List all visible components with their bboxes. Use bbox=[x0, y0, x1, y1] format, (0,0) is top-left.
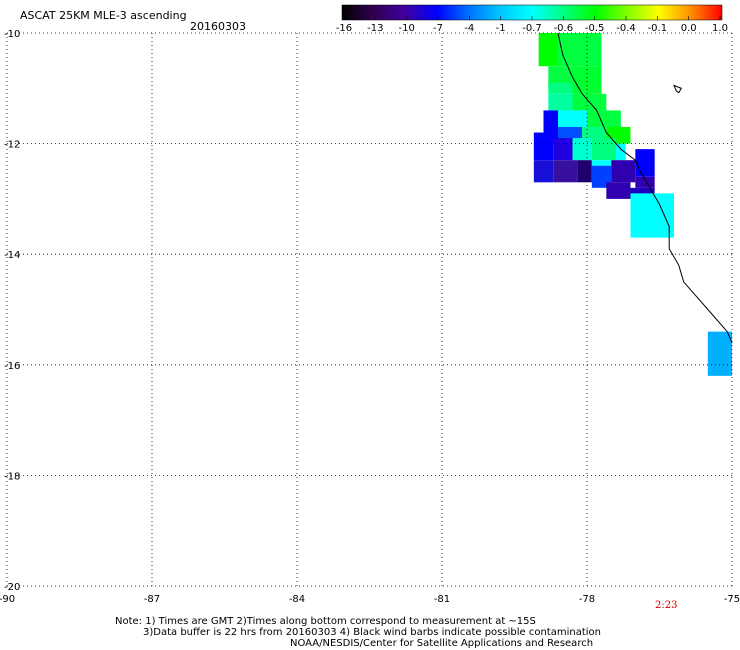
coastline bbox=[557, 32, 733, 343]
wind-cell bbox=[635, 176, 655, 188]
lat-label: -20 bbox=[4, 582, 20, 593]
colorbar-label: -4 bbox=[464, 23, 474, 34]
wind-cell bbox=[538, 33, 558, 67]
wind-cell bbox=[707, 331, 732, 376]
note-line-2: 3)Data buffer is 22 hrs from 20160303 4)… bbox=[143, 627, 601, 638]
wind-cell bbox=[533, 132, 554, 161]
island-outline bbox=[673, 84, 683, 94]
wind-cell bbox=[591, 160, 612, 166]
note-line-1: Note: 1) Times are GMT 2)Times along bot… bbox=[115, 616, 536, 627]
lon-label: -81 bbox=[434, 594, 450, 605]
colorbar-label: -13 bbox=[367, 23, 383, 34]
colorbar-label: -16 bbox=[336, 23, 352, 34]
wind-cell bbox=[591, 138, 616, 161]
wind-cell bbox=[533, 160, 554, 183]
lat-label: -18 bbox=[4, 471, 20, 482]
lon-label: -90 bbox=[0, 594, 15, 605]
colorbar-label: -0.4 bbox=[616, 23, 636, 34]
lat-label: -16 bbox=[4, 361, 20, 372]
wind-cell bbox=[548, 82, 573, 94]
wind-cell bbox=[587, 110, 621, 128]
wind-cell bbox=[577, 160, 592, 183]
colorbar-label: -7 bbox=[433, 23, 443, 34]
colorbar-label: -0.7 bbox=[522, 23, 542, 34]
colorbar-label: -0.6 bbox=[554, 23, 574, 34]
lon-label: -78 bbox=[579, 594, 595, 605]
map-title: ASCAT 25KM MLE-3 ascending bbox=[20, 9, 187, 22]
lat-label: -10 bbox=[4, 29, 20, 40]
lon-label: -87 bbox=[144, 594, 160, 605]
wind-cell bbox=[635, 149, 655, 177]
colorbar-label: 0.0 bbox=[681, 23, 697, 34]
wind-cell bbox=[606, 182, 631, 199]
wind-cell bbox=[553, 138, 573, 161]
colorbar-label: -0.1 bbox=[648, 23, 668, 34]
colorbar-label: 1.0 bbox=[712, 23, 728, 34]
lat-label: -14 bbox=[4, 250, 20, 261]
wind-cell bbox=[548, 93, 573, 111]
wind-cell bbox=[558, 33, 602, 67]
wind-cell bbox=[630, 193, 674, 238]
wind-cell bbox=[558, 110, 587, 133]
colorbar: -16 -13 -10 -7 -4 -1 -0.7 -0.6 -0.5 -0.4 -0.1 0.0 1.… bbox=[336, 4, 728, 34]
wind-cell bbox=[553, 160, 578, 183]
wind-cell bbox=[616, 143, 626, 161]
wind-cell bbox=[611, 160, 636, 183]
lat-label: -12 bbox=[4, 140, 20, 151]
map-date: 20160303 bbox=[190, 20, 246, 33]
colorbar-label: -1 bbox=[496, 23, 506, 34]
lon-label: -75 bbox=[724, 594, 740, 605]
note-credit: NOAA/NESDIS/Center for Satellite Applica… bbox=[290, 638, 594, 649]
wind-cell bbox=[572, 138, 592, 161]
colorbar-label: -0.5 bbox=[585, 23, 605, 34]
colorbar-label: -10 bbox=[398, 23, 414, 34]
lon-label: -84 bbox=[289, 594, 305, 605]
pass-time-label: 2:23 bbox=[655, 600, 678, 611]
